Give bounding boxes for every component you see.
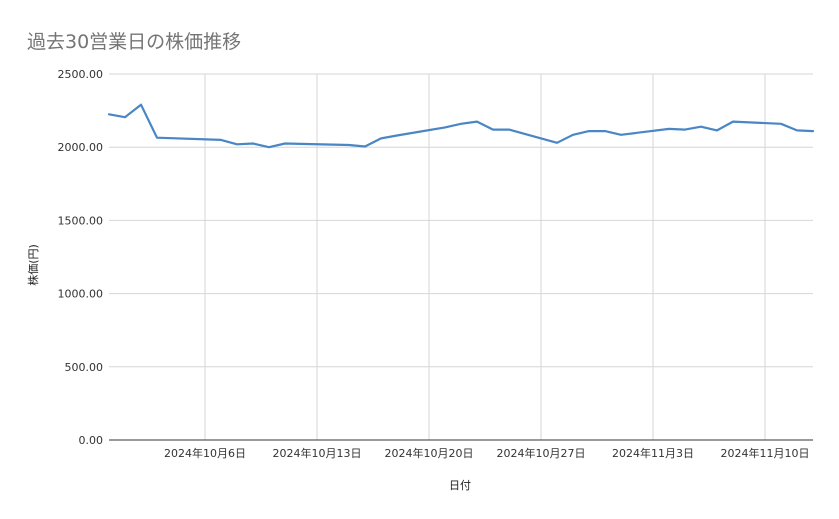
series-layer	[107, 103, 815, 149]
x-tick-label: 2024年10月6日	[164, 446, 246, 460]
label-layer: 日付 株価(円) 0.00 500.00 1000.00 1500.00 2000.00…	[26, 68, 810, 492]
y-tick-label: 1500.00	[58, 214, 104, 227]
x-axis-title: 日付	[449, 479, 471, 492]
x-tick-label: 2024年10月13日	[273, 446, 362, 460]
x-tick-label: 2024年11月3日	[612, 446, 694, 460]
x-tick-label: 2024年11月10日	[721, 446, 810, 460]
y-tick-label: 0.00	[79, 434, 104, 447]
chart-title: 過去30営業日の株価推移	[27, 31, 242, 53]
x-tick-label: 2024年10月20日	[385, 446, 474, 460]
y-tick-label: 500.00	[65, 361, 104, 374]
y-axis-title: 株価(円)	[26, 244, 40, 286]
grid-layer	[109, 73, 813, 440]
y-tick-label: 2000.00	[58, 141, 104, 154]
y-tick-label: 2500.00	[58, 68, 104, 81]
price-series-line	[107, 103, 815, 149]
x-tick-label: 2024年10月27日	[497, 446, 586, 460]
y-tick-label: 1000.00	[58, 288, 104, 301]
